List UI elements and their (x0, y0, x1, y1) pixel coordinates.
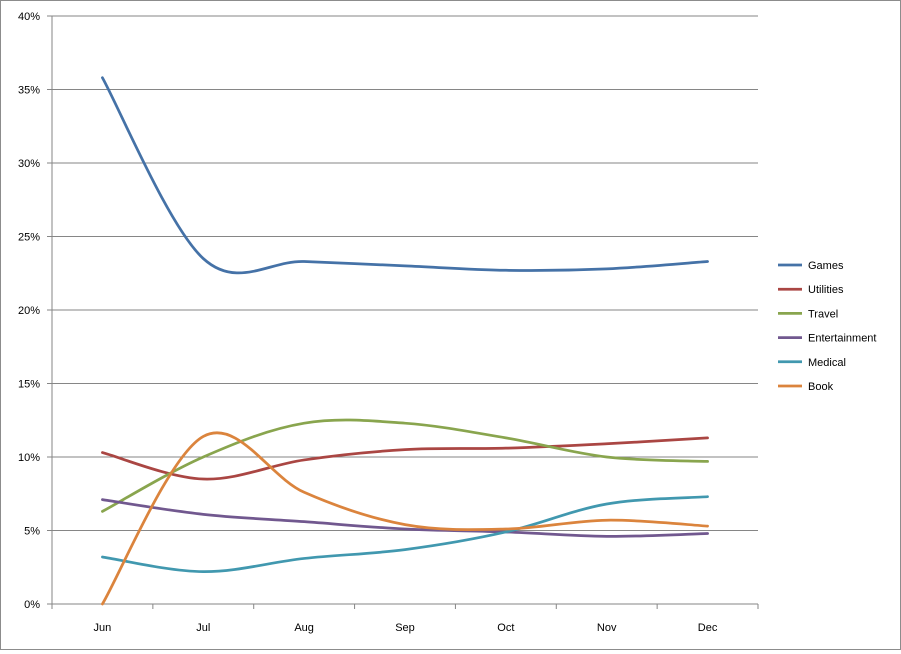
series-line-travel (101, 418, 709, 513)
x-tick-label: Oct (497, 622, 514, 634)
x-tick-label: Jun (94, 622, 112, 634)
x-tick-label: Aug (294, 622, 314, 634)
y-tick-label: 25% (18, 232, 40, 244)
x-tick-label: Jul (196, 622, 210, 634)
series-line-utilities (101, 436, 709, 481)
legend-label: Games (808, 260, 844, 272)
series-line-entertainment (101, 498, 709, 538)
legend-label: Entertainment (808, 333, 876, 345)
y-tick-label: 35% (18, 85, 40, 97)
y-tick-label: 0% (24, 599, 40, 611)
y-tick-label: 40% (18, 11, 40, 23)
x-tick-label: Dec (698, 622, 718, 634)
y-tick-label: 10% (18, 452, 40, 464)
legend: Games Utilities Travel Entertainment Medical… (778, 260, 876, 393)
legend-label: Medical (808, 357, 846, 369)
series-line-medical (101, 495, 709, 574)
series-line-games (101, 76, 709, 275)
y-tick-label: 5% (24, 526, 40, 538)
y-tick-label: 20% (18, 305, 40, 317)
legend-label: Utilities (808, 284, 844, 296)
y-tick-label: 15% (18, 379, 40, 391)
y-tick-label: 30% (18, 158, 40, 170)
series-line-book (101, 431, 709, 606)
x-tick-label: Sep (395, 622, 415, 634)
legend-label: Travel (808, 308, 838, 320)
x-tick-label: Nov (597, 622, 617, 634)
series-lines (101, 76, 709, 606)
gridlines (52, 15, 758, 605)
axes: 0% 5% 10% 15% 20% 25% 30% 35% 40% Jun Jul Aug Sep Oct… (18, 11, 759, 634)
legend-label: Book (808, 381, 834, 393)
